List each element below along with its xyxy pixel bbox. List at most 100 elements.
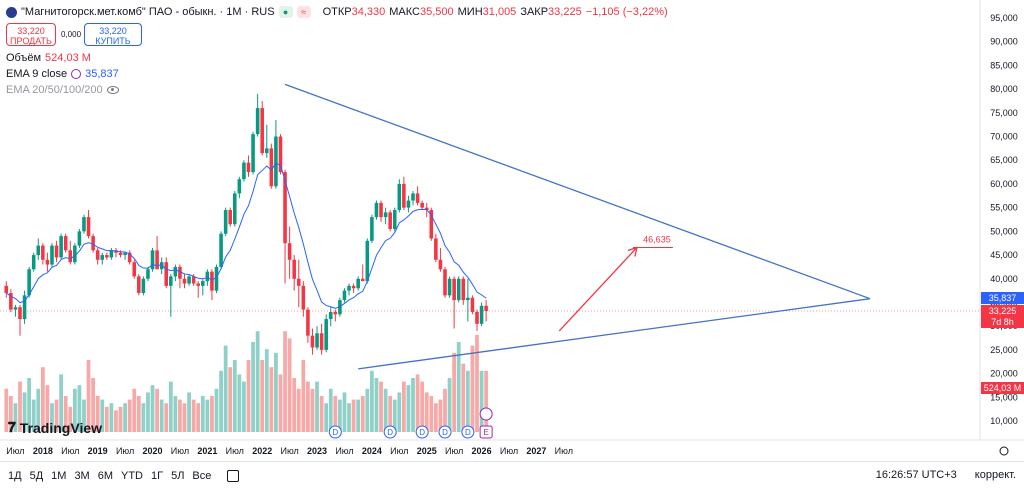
volume-bar <box>356 399 361 432</box>
sell-button[interactable]: 33,220 ПРОДАТЬ <box>6 23 56 46</box>
candle-body <box>95 250 100 260</box>
volume-bar <box>429 396 434 432</box>
dividend-marker-label: D <box>419 428 425 437</box>
candle-body <box>360 278 365 282</box>
adjust-toggle[interactable]: коррект. <box>974 469 1016 481</box>
timeframe-5y[interactable]: 5Л <box>171 469 185 482</box>
price-tick-label: 80,000 <box>990 84 1018 94</box>
volume-bar <box>374 378 379 432</box>
candle-body <box>146 269 150 279</box>
candle-body <box>406 200 411 208</box>
price-tick-label: 10,000 <box>990 416 1018 426</box>
price-tick-label: 60,000 <box>990 179 1018 189</box>
volume-bar <box>18 381 22 432</box>
volume-bar <box>251 342 255 432</box>
volume-value: 524,03 M <box>45 52 91 64</box>
timeframe-1m[interactable]: 1М <box>51 469 67 482</box>
volume-bar <box>82 399 86 432</box>
candle-body <box>438 259 443 270</box>
candle-body <box>63 236 68 251</box>
candle-body <box>45 259 50 265</box>
volume-bar <box>301 360 306 432</box>
volume-bar <box>461 363 466 432</box>
candle-body <box>475 311 479 324</box>
candle-body <box>292 259 296 279</box>
candle-body <box>132 262 137 277</box>
data-feed-icon[interactable]: ≈ <box>296 6 311 18</box>
symbol-name[interactable]: "Магнитогорск.мет.комб" ПАО - обыкн. · 1… <box>21 6 275 18</box>
timeframe-ytd[interactable]: YTD <box>121 469 143 482</box>
volume-bar <box>214 388 219 432</box>
volume-bar <box>401 381 406 432</box>
volume-bar <box>370 370 374 432</box>
volume-bar <box>191 399 196 432</box>
volume-legend[interactable]: Объём 524,03 M <box>6 52 91 64</box>
ohlc-high: МАКС35,500 <box>389 6 453 18</box>
candle-body <box>91 236 95 251</box>
volume-bar <box>59 374 64 432</box>
calendar-icon[interactable] <box>227 469 240 482</box>
volume-bar <box>475 334 479 432</box>
timeframe-1y[interactable]: 1Г <box>151 469 164 482</box>
market-status-icon[interactable]: ● <box>278 6 293 18</box>
clock[interactable]: 16:26:57 UTC+3 <box>875 469 957 481</box>
volume-bar <box>278 374 283 432</box>
volume-bar <box>360 396 365 432</box>
timeframe-5d[interactable]: 5Д <box>29 469 44 482</box>
time-tick-label: Июл <box>500 446 518 456</box>
volume-bar <box>86 360 91 432</box>
ema-multi-legend[interactable]: EMA 20/50/100/200 <box>6 84 119 96</box>
timeframe-1d[interactable]: 1Д <box>8 469 22 482</box>
time-tick-label: Июл <box>116 446 134 456</box>
volume-bar <box>132 388 137 432</box>
volume-bar <box>484 370 489 432</box>
volume-bar <box>306 381 310 432</box>
volume-bar <box>178 399 182 432</box>
ema-legend[interactable]: EMA 9 close 35,837 <box>6 68 119 80</box>
candle-body <box>141 278 146 293</box>
volume-bar <box>114 410 118 432</box>
candle-body <box>452 278 456 301</box>
time-tick-label: 2021 <box>197 446 217 456</box>
candle-body <box>77 231 82 246</box>
candle-body <box>223 210 228 234</box>
volume-bar <box>228 367 233 432</box>
volume-bar <box>155 388 159 432</box>
buy-button[interactable]: 33,220 КУПИТЬ <box>84 23 142 46</box>
loading-spinner-icon <box>71 69 82 79</box>
candle-body <box>429 210 434 239</box>
volume-bar <box>456 342 461 432</box>
time-tick-label: 2023 <box>307 446 327 456</box>
split-marker-icon <box>479 407 493 421</box>
timeframe-6m[interactable]: 6М <box>97 469 113 482</box>
timeframe-all[interactable]: Все <box>192 469 212 482</box>
candle-body <box>356 278 360 289</box>
timeframe-3m[interactable]: 3М <box>74 469 90 482</box>
tradingview-logo[interactable]: 𝟕 TradingView <box>8 419 102 436</box>
candle-body <box>310 335 315 348</box>
volume-bar <box>242 381 246 432</box>
volume-bar <box>237 374 242 432</box>
hidden-eye-icon[interactable] <box>106 86 119 94</box>
volume-bar <box>164 403 169 432</box>
candle-body <box>443 269 447 296</box>
time-tick-label: Июл <box>226 446 244 456</box>
candle-body <box>9 292 13 310</box>
candle-body <box>333 311 338 315</box>
volume-bar <box>465 370 470 432</box>
candle-body <box>155 250 159 270</box>
candle-body <box>54 245 59 258</box>
volume-bar <box>324 403 329 432</box>
candle-body <box>182 278 187 284</box>
volume-bar <box>13 403 18 432</box>
candle-body <box>466 297 470 301</box>
volume-bar <box>397 392 402 432</box>
price-tick-label: 55,000 <box>990 203 1018 213</box>
price-chart[interactable]: 95,000 90,000 85,000 80,000 75,000 70,000 65,0… <box>0 0 1024 461</box>
candle-body <box>260 108 264 154</box>
symbol-logo-icon <box>6 6 17 18</box>
volume-bar <box>232 360 237 432</box>
candle-body <box>169 276 173 286</box>
candle-body <box>324 319 328 350</box>
candle-body <box>173 266 178 277</box>
